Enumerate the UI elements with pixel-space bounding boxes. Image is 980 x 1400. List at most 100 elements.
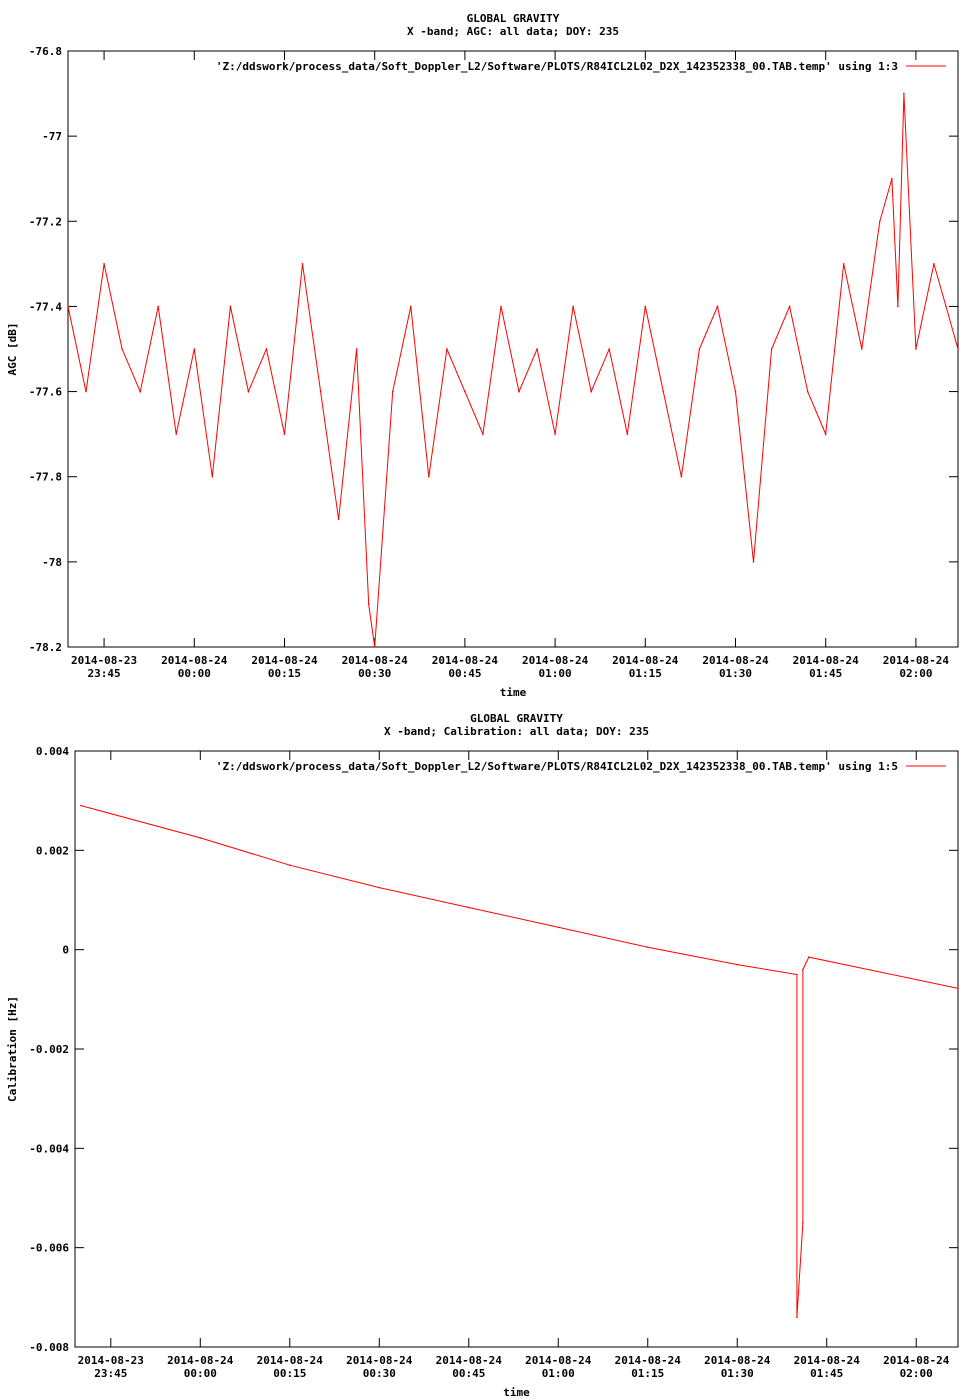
x-tick-time: 01:00 bbox=[542, 1367, 575, 1380]
data-point bbox=[608, 348, 611, 350]
y-tick-label: -0.002 bbox=[29, 1043, 69, 1056]
data-point bbox=[879, 220, 881, 223]
data-point bbox=[770, 348, 773, 350]
y-tick-label: -77.6 bbox=[29, 386, 62, 399]
data-point bbox=[67, 305, 69, 308]
data-point bbox=[698, 348, 701, 350]
y-tick-label: -0.008 bbox=[29, 1341, 69, 1354]
data-point bbox=[554, 433, 556, 435]
y-tick-label: 0.002 bbox=[36, 844, 69, 857]
series-line bbox=[67, 93, 959, 648]
chart-title: GLOBAL GRAVITY bbox=[470, 712, 563, 725]
data-point bbox=[373, 646, 376, 648]
data-point bbox=[391, 390, 394, 393]
data-point bbox=[283, 433, 286, 435]
data-point bbox=[467, 906, 470, 909]
data-point bbox=[536, 348, 538, 350]
data-point bbox=[903, 92, 905, 95]
data-point bbox=[85, 390, 87, 393]
data-point bbox=[337, 518, 340, 521]
x-tick-date: 2014-08-24 bbox=[436, 1354, 503, 1367]
data-point bbox=[157, 305, 160, 308]
data-point bbox=[301, 263, 304, 265]
x-tick-time: 23:45 bbox=[88, 667, 121, 680]
y-tick-label: -0.004 bbox=[29, 1142, 69, 1155]
data-point bbox=[355, 348, 358, 350]
y-tick-label: -77 bbox=[42, 130, 62, 143]
data-point bbox=[139, 390, 141, 393]
x-tick-date: 2014-08-23 bbox=[78, 1354, 144, 1367]
data-point bbox=[409, 305, 412, 308]
data-point bbox=[378, 886, 381, 889]
data-point bbox=[933, 263, 935, 265]
legend-label: 'Z:/ddswork/process_data/Soft_Doppler_L2… bbox=[216, 760, 898, 773]
data-point bbox=[367, 603, 370, 606]
data-point bbox=[482, 433, 484, 435]
x-tick-time: 02:00 bbox=[899, 667, 932, 680]
data-point bbox=[626, 433, 629, 435]
x-tick-time: 01:30 bbox=[719, 667, 752, 680]
y-tick-label: -77.8 bbox=[29, 471, 62, 484]
x-tick-time: 01:30 bbox=[721, 1367, 754, 1380]
x-tick-date: 2014-08-24 bbox=[167, 1354, 234, 1367]
y-tick-label: 0 bbox=[62, 944, 69, 957]
data-point bbox=[842, 263, 845, 265]
x-tick-time: 00:15 bbox=[273, 1367, 306, 1380]
x-tick-date: 2014-08-24 bbox=[704, 1354, 771, 1367]
x-tick-time: 00:30 bbox=[358, 667, 391, 680]
data-point bbox=[229, 305, 232, 308]
data-point bbox=[572, 305, 574, 308]
y-tick-label: -77.2 bbox=[29, 215, 62, 228]
x-tick-time: 01:00 bbox=[539, 667, 572, 680]
chart-subtitle: X -band; Calibration: all data; DOY: 235 bbox=[384, 725, 649, 738]
data-point bbox=[957, 348, 959, 350]
x-tick-date: 2014-08-24 bbox=[793, 654, 860, 667]
data-point bbox=[199, 837, 202, 839]
data-point bbox=[193, 348, 196, 350]
data-point bbox=[446, 348, 448, 350]
x-tick-date: 2014-08-24 bbox=[161, 654, 228, 667]
x-tick-date: 2014-08-24 bbox=[346, 1354, 413, 1367]
x-tick-date: 2014-08-24 bbox=[883, 1354, 950, 1367]
x-axis-label: time bbox=[503, 1386, 530, 1399]
data-point bbox=[211, 475, 214, 478]
x-axis-label: time bbox=[500, 686, 527, 699]
data-point bbox=[802, 968, 804, 971]
y-axis-label: AGC [dB] bbox=[6, 323, 19, 376]
data-point bbox=[646, 946, 649, 948]
x-tick-date: 2014-08-24 bbox=[883, 654, 950, 667]
x-tick-time: 00:00 bbox=[184, 1367, 217, 1380]
data-point bbox=[734, 390, 737, 393]
x-tick-time: 02:00 bbox=[900, 1367, 933, 1380]
data-point bbox=[103, 263, 105, 265]
data-point bbox=[500, 305, 502, 308]
data-point bbox=[897, 305, 899, 308]
data-point bbox=[662, 390, 665, 393]
data-point bbox=[957, 987, 959, 990]
data-point bbox=[428, 475, 430, 478]
x-tick-date: 2014-08-24 bbox=[615, 1354, 682, 1367]
x-tick-date: 2014-08-24 bbox=[612, 654, 679, 667]
series-line bbox=[80, 805, 959, 1318]
data-point bbox=[644, 305, 647, 308]
data-point bbox=[824, 433, 827, 435]
y-tick-label: 0.004 bbox=[36, 745, 69, 758]
data-point bbox=[518, 390, 520, 393]
data-point bbox=[716, 305, 719, 308]
data-point bbox=[808, 956, 810, 958]
chart-title: GLOBAL GRAVITY bbox=[467, 12, 560, 25]
data-point bbox=[247, 390, 250, 393]
data-point bbox=[175, 433, 178, 435]
data-point bbox=[265, 348, 268, 350]
x-tick-date: 2014-08-24 bbox=[522, 654, 589, 667]
y-tick-label: -78.2 bbox=[29, 641, 62, 654]
x-tick-time: 00:45 bbox=[452, 1367, 485, 1380]
plot-frame bbox=[67, 50, 959, 648]
data-point bbox=[736, 963, 739, 966]
x-tick-date: 2014-08-24 bbox=[342, 654, 409, 667]
chart-subtitle: X -band; AGC: all data; DOY: 235 bbox=[407, 25, 619, 38]
legend-label: 'Z:/ddswork/process_data/Soft_Doppler_L2… bbox=[216, 60, 898, 73]
y-axis-label: Calibration [Hz] bbox=[6, 996, 19, 1102]
x-tick-time: 01:15 bbox=[629, 667, 662, 680]
